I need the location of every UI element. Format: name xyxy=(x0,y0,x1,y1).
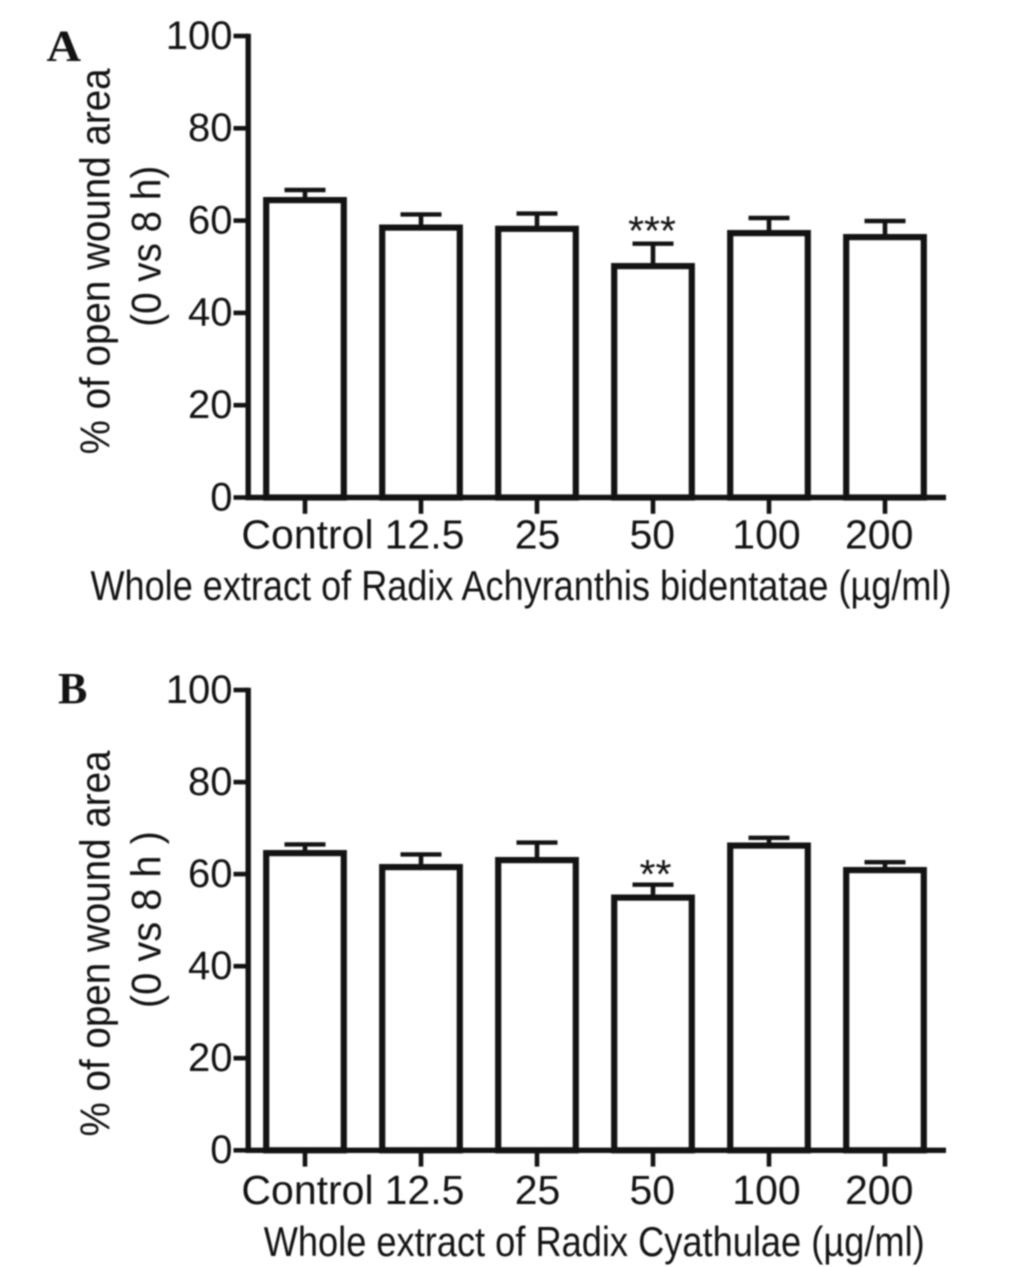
svg-text:100: 100 xyxy=(166,668,233,712)
svg-text:25: 25 xyxy=(515,1167,561,1213)
svg-text:50: 50 xyxy=(629,1167,675,1213)
svg-text:Control: Control xyxy=(241,512,373,558)
svg-text:60: 60 xyxy=(188,198,233,242)
svg-text:0: 0 xyxy=(210,1128,232,1172)
svg-text:(0 vs 8 h): (0 vs 8 h) xyxy=(123,166,170,327)
svg-text:20: 20 xyxy=(188,1036,233,1080)
svg-text:80: 80 xyxy=(188,106,233,150)
svg-text:200: 200 xyxy=(845,1167,913,1213)
svg-text:Control: Control xyxy=(241,1167,373,1213)
svg-text:Whole extract of Radix Cyathul: Whole extract of Radix Cyathulae (µg/ml) xyxy=(264,1218,925,1265)
svg-text:40: 40 xyxy=(188,944,233,988)
svg-text:80: 80 xyxy=(188,760,233,804)
svg-text:40: 40 xyxy=(188,291,233,335)
svg-text:% of open wound area: % of open wound area xyxy=(72,750,119,1137)
svg-text:20: 20 xyxy=(188,383,233,427)
svg-text:100: 100 xyxy=(732,512,800,558)
svg-text:50: 50 xyxy=(629,512,675,558)
svg-text:60: 60 xyxy=(188,852,233,896)
svg-text:**: ** xyxy=(640,851,672,897)
svg-text:200: 200 xyxy=(845,512,913,558)
svg-text:0: 0 xyxy=(210,475,232,519)
svg-text:100: 100 xyxy=(166,14,233,58)
svg-text:B: B xyxy=(58,664,87,713)
svg-text:12.5: 12.5 xyxy=(385,512,465,558)
svg-text:***: *** xyxy=(628,208,676,254)
svg-text:100: 100 xyxy=(732,1167,800,1213)
svg-text:25: 25 xyxy=(515,512,561,558)
svg-text:(0 vs 8 h ): (0 vs 8 h ) xyxy=(123,831,170,1008)
svg-text:A: A xyxy=(47,21,82,70)
svg-text:% of open wound area: % of open wound area xyxy=(72,68,119,455)
svg-text:Whole extract of Radix Achyran: Whole extract of Radix Achyranthis biden… xyxy=(91,562,952,609)
svg-text:12.5: 12.5 xyxy=(385,1167,465,1213)
